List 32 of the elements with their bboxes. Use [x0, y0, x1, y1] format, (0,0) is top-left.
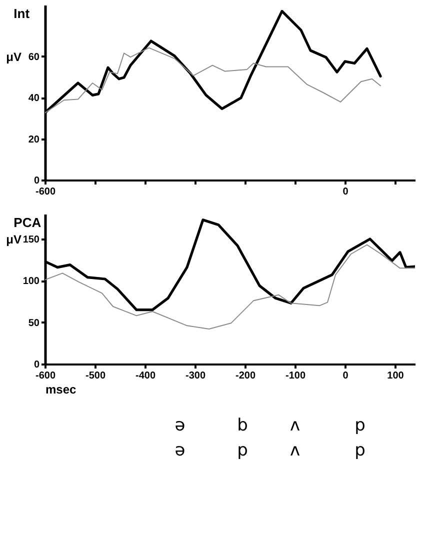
y-axis-title: μV [6, 50, 22, 64]
x-tick-label: -600 [35, 186, 56, 198]
text: ə [174, 440, 186, 460]
y-tick-label: 40 [28, 93, 40, 104]
y-tick-label: 100 [22, 276, 40, 288]
x-tick-label: -600 [35, 370, 56, 382]
x-tick-label: 100 [387, 370, 404, 382]
y-tick-label: 150 [22, 234, 40, 246]
x-tick-label: -200 [235, 370, 256, 382]
x-tick-label: -300 [185, 370, 206, 382]
y-tick-label: 0 [34, 360, 40, 370]
x-tick-label: -100 [285, 370, 306, 382]
x-tick-label: 0 [342, 370, 349, 382]
text: p [354, 440, 366, 460]
text: p [237, 440, 248, 460]
y-tick-label: 50 [28, 318, 40, 329]
text: ə [174, 416, 186, 436]
chart-title: PCA [14, 215, 42, 230]
x-tick-label: -400 [135, 370, 156, 382]
text: ʌ [290, 440, 300, 460]
x-axis-title: msec [46, 382, 77, 396]
text: b [237, 416, 248, 436]
text: p [354, 416, 366, 436]
text: ʌ [290, 416, 300, 436]
line-series [45, 244, 415, 330]
y-tick-label: 60 [28, 52, 40, 63]
line-series [45, 47, 381, 114]
x-tick-label: -500 [85, 370, 106, 382]
y-axis-title: μV [6, 232, 22, 246]
y-tick-label: 20 [28, 134, 40, 146]
y-tick-label: 0 [34, 176, 40, 186]
chart-title: Int [14, 6, 30, 21]
